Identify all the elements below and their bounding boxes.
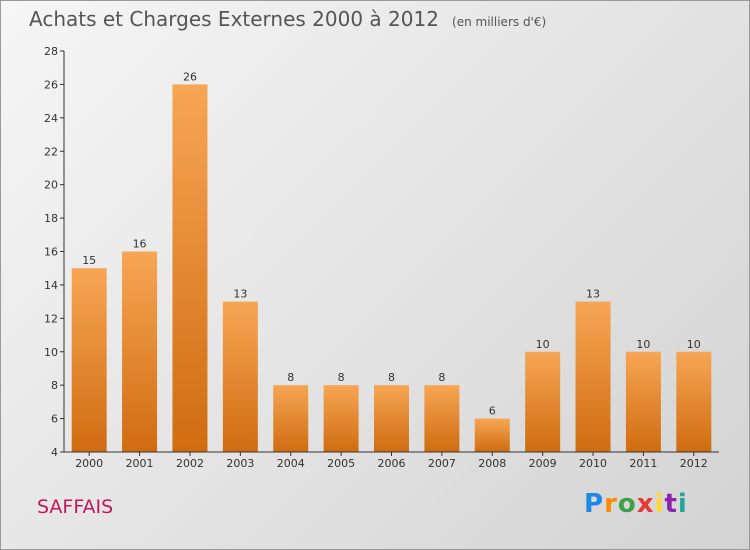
x-tick-label: 2004	[277, 457, 305, 470]
x-tick-label: 2011	[629, 457, 657, 470]
x-tick-label: 2002	[176, 457, 204, 470]
bar	[474, 418, 510, 452]
x-tick-label: 2012	[680, 457, 708, 470]
brand-letter: o	[617, 489, 637, 519]
x-tick-label: 2005	[327, 457, 355, 470]
x-tick-label: 2008	[478, 457, 506, 470]
data-label: 6	[489, 405, 496, 418]
brand-letter: t	[664, 489, 678, 519]
data-label: 13	[233, 288, 247, 301]
data-label: 10	[536, 338, 550, 351]
x-tick-label: 2000	[75, 457, 103, 470]
data-label: 8	[287, 371, 294, 384]
x-tick-label: 2001	[126, 457, 154, 470]
x-tick-label: 2010	[579, 457, 607, 470]
y-tick-label: 14	[44, 279, 58, 292]
data-label: 8	[338, 371, 345, 384]
chart-unit: (en milliers d'€)	[452, 15, 547, 29]
bar	[575, 301, 611, 452]
chart-title: Achats et Charges Externes 2000 à 2012	[29, 7, 439, 31]
brand-letter: i	[677, 489, 688, 519]
bar	[71, 268, 107, 452]
y-tick-label: 28	[44, 45, 58, 58]
data-label: 10	[636, 338, 650, 351]
bar	[323, 385, 359, 452]
bar	[424, 385, 460, 452]
bar	[374, 385, 409, 452]
data-label: 8	[438, 371, 445, 384]
bar	[625, 351, 661, 452]
data-label: 8	[388, 371, 395, 384]
data-label: 13	[586, 288, 600, 301]
y-tick-label: 10	[44, 346, 58, 359]
y-tick-label: 26	[44, 78, 58, 91]
bar	[172, 84, 208, 453]
x-tick-label: 2003	[226, 457, 254, 470]
brand-letter: i	[654, 489, 665, 519]
bar	[122, 251, 158, 452]
y-tick-label: 24	[44, 112, 58, 125]
data-label: 16	[133, 238, 147, 251]
y-tick-label: 8	[51, 379, 58, 392]
data-label: 26	[183, 70, 197, 83]
data-label: 10	[687, 338, 701, 351]
bar	[525, 351, 561, 452]
y-tick-label: 20	[44, 179, 58, 192]
brand-letter: P	[584, 489, 605, 519]
proxiti-logo: Proxiti	[584, 489, 688, 519]
brand-letter: r	[604, 489, 618, 519]
x-tick-label: 2009	[529, 457, 557, 470]
y-tick-label: 12	[44, 312, 58, 325]
bar	[222, 301, 258, 452]
data-label: 15	[82, 254, 96, 267]
bar	[273, 385, 309, 452]
y-tick-label: 6	[51, 413, 58, 426]
brand-letter: x	[636, 489, 655, 519]
title-row: Achats et Charges Externes 2000 à 2012 (…	[29, 7, 546, 31]
x-tick-label: 2007	[428, 457, 456, 470]
y-tick-label: 16	[44, 246, 58, 259]
commune-name: SAFFAIS	[37, 496, 114, 518]
y-tick-label: 18	[44, 212, 58, 225]
x-tick-label: 2006	[378, 457, 406, 470]
bar	[676, 351, 712, 452]
y-tick-label: 22	[44, 145, 58, 158]
y-tick-label: 4	[51, 446, 58, 459]
